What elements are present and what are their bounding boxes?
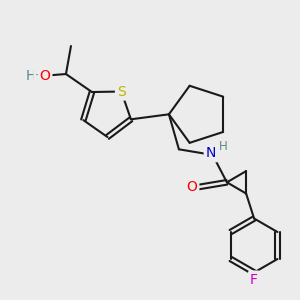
Text: N: N xyxy=(206,146,216,160)
Text: O: O xyxy=(40,69,50,83)
Text: H: H xyxy=(218,140,227,153)
Text: -: - xyxy=(35,69,40,83)
Text: O: O xyxy=(187,180,197,194)
Text: S: S xyxy=(117,85,126,98)
Text: F: F xyxy=(250,272,258,286)
Text: H: H xyxy=(26,69,36,83)
